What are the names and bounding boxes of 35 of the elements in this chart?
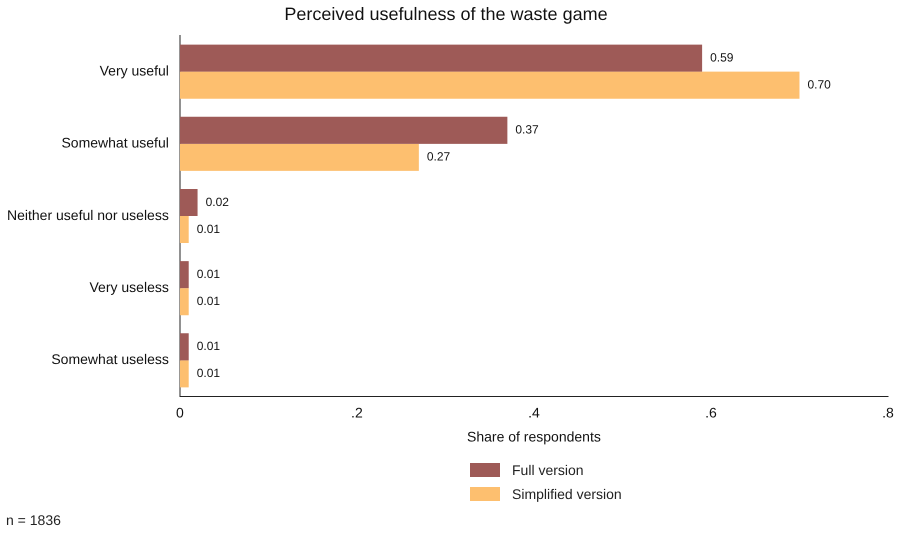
x-tick-label: .4	[528, 404, 540, 421]
data-label: 0.70	[807, 78, 832, 92]
data-label: 0.01	[196, 294, 220, 308]
y-tick-label: Somewhat useful	[61, 134, 169, 151]
bar	[180, 261, 189, 288]
bar	[180, 116, 508, 144]
bar	[180, 216, 189, 244]
bar	[180, 360, 189, 388]
y-tick-label: Very useless	[89, 279, 169, 296]
data-label: 0.01	[196, 222, 220, 236]
bar	[180, 188, 198, 216]
bar	[180, 44, 702, 72]
data-label: 0.01	[196, 366, 220, 380]
data-label: 0.59	[710, 50, 734, 64]
bar	[180, 333, 189, 360]
y-tick-label: Very useful	[100, 62, 169, 79]
text: n = 1836	[6, 512, 61, 528]
data-label: 0.01	[196, 266, 220, 281]
legend-label: Full version	[512, 462, 584, 478]
x-tick-label: 0	[176, 404, 184, 421]
y-tick-label: Somewhat useless	[51, 351, 169, 368]
bar	[180, 72, 800, 99]
x-tick-label: .2	[351, 404, 363, 421]
chart-title: Perceived usefulness of the waste game	[284, 4, 608, 24]
legend-label: Simplified version	[512, 486, 622, 502]
x-tick-label: .6	[705, 404, 718, 421]
y-tick-label: Neither useful nor useless	[6, 206, 169, 223]
data-label: 0.01	[196, 339, 220, 354]
data-label: 0.37	[515, 122, 540, 137]
x-tick-label: .8	[882, 404, 894, 421]
data-label: 0.27	[426, 150, 451, 164]
data-label: 0.02	[206, 194, 230, 209]
bar	[180, 288, 189, 316]
x-axis-title: Share of respondents	[466, 428, 601, 444]
bar	[180, 144, 419, 171]
